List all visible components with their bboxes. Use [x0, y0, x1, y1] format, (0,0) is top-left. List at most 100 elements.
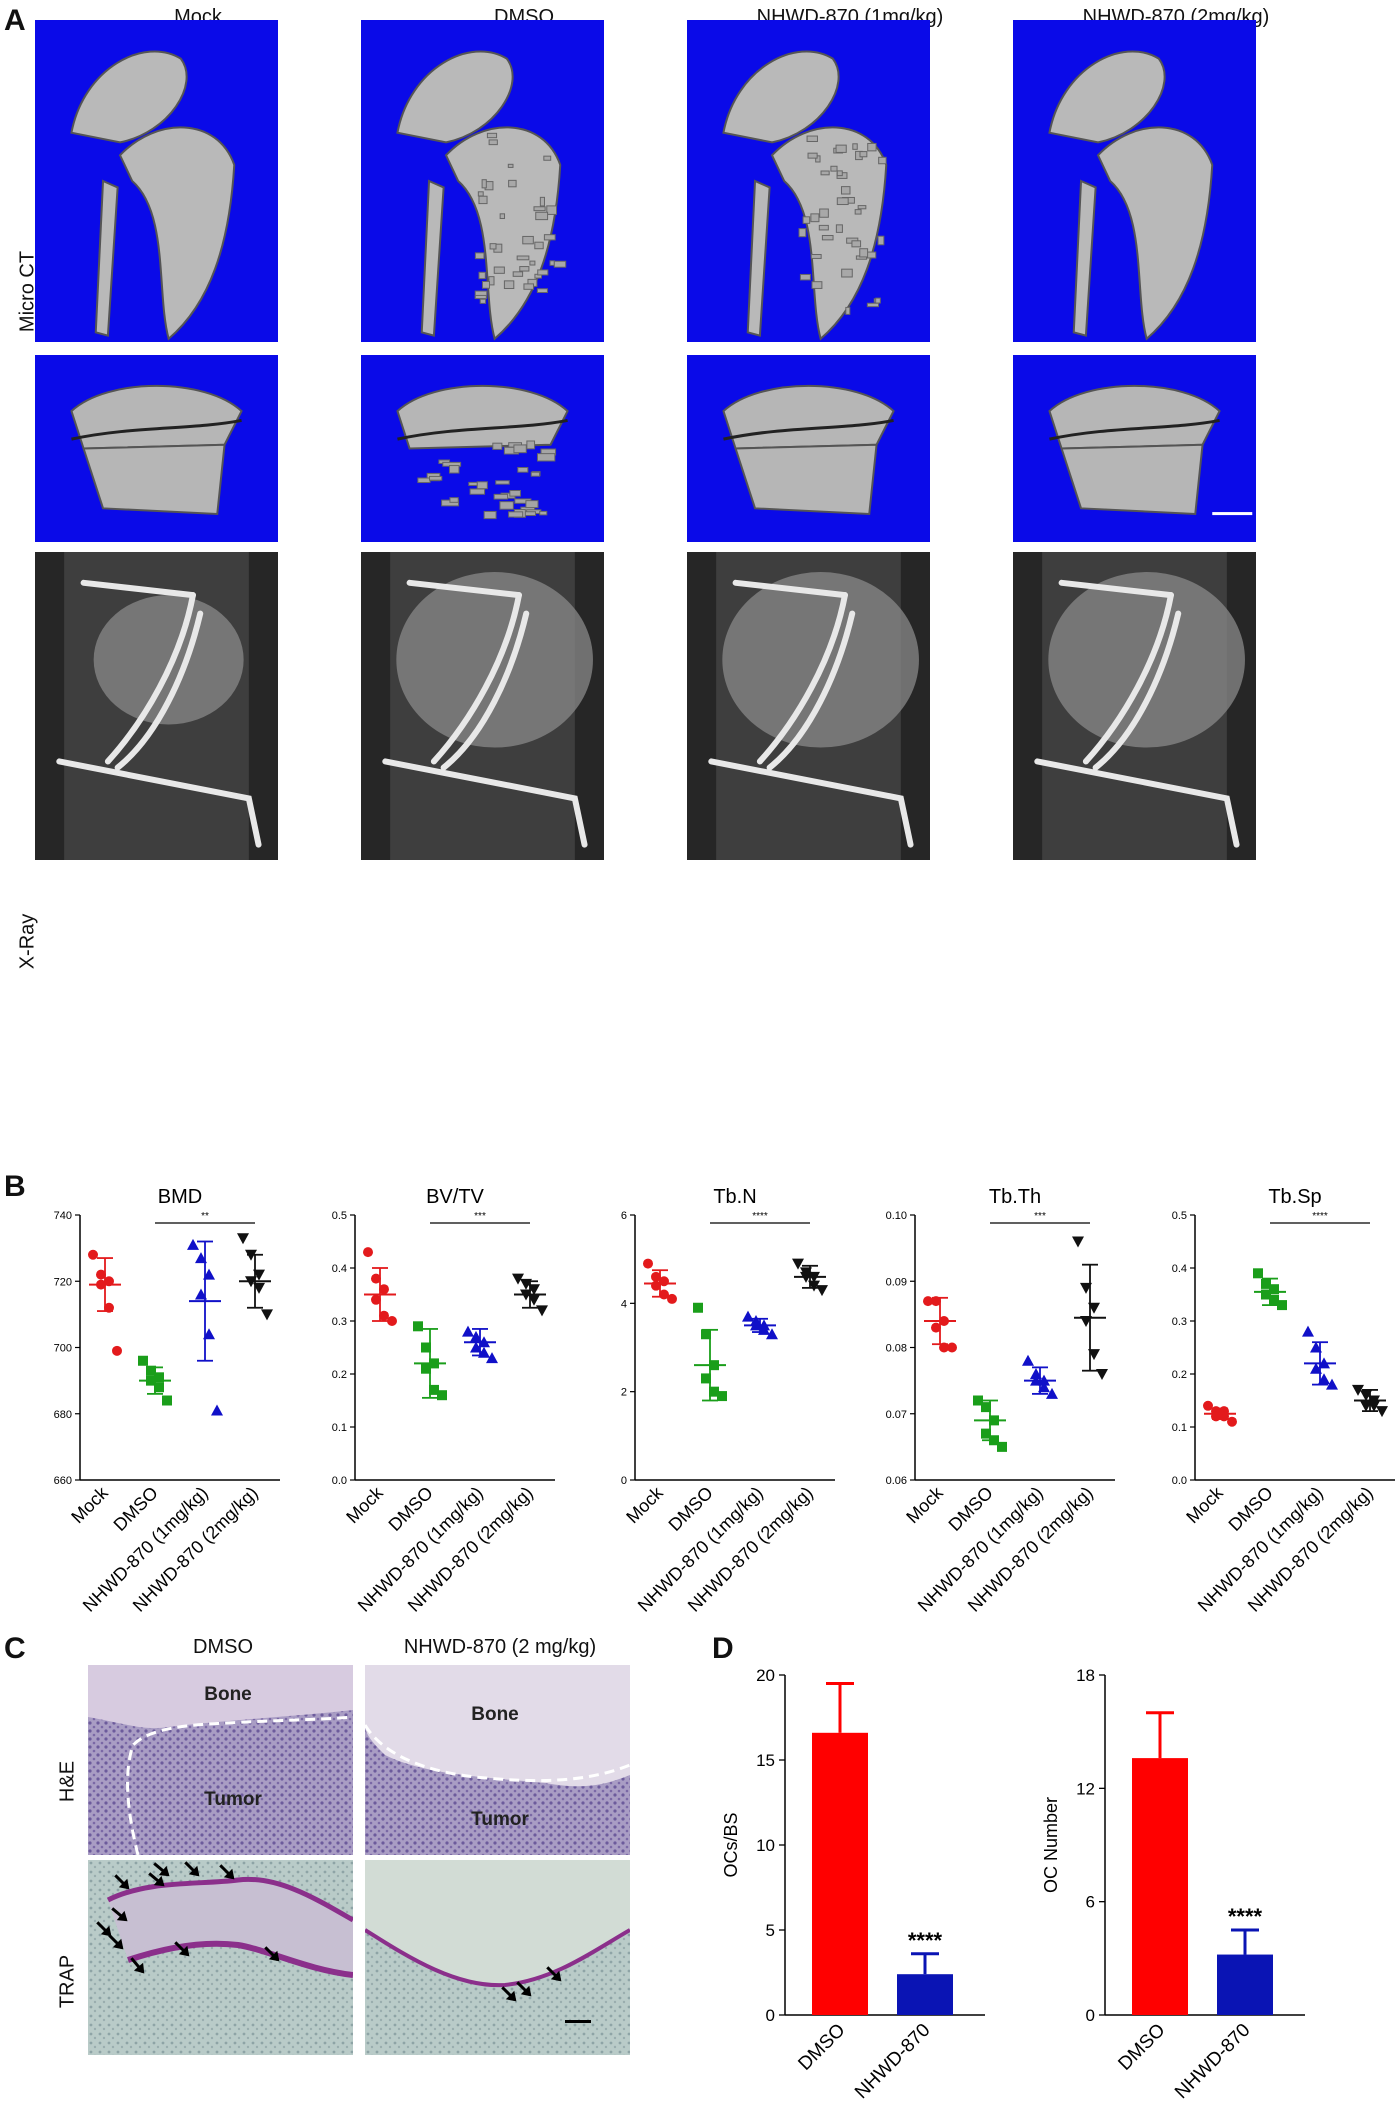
x-tick-label: Mock: [902, 1482, 947, 1527]
series-nhwd-870-2mg-kg-: [1352, 1385, 1388, 1417]
microct-detail-image-dmso: [361, 355, 604, 542]
label-tumor: Tumor: [204, 1789, 262, 1810]
y-tick-label: 700: [54, 1343, 72, 1355]
series-mock: [1203, 1401, 1237, 1427]
data-point: [693, 1303, 703, 1313]
significance-label: ****: [1312, 1211, 1328, 1222]
series-nhwd-870-2mg-kg-: [512, 1274, 548, 1317]
y-tick-label: 0.5: [1172, 1210, 1187, 1222]
significance-label: ****: [1228, 1904, 1263, 1929]
label-bone: Bone: [471, 1704, 519, 1725]
y-tick-label: 4: [621, 1298, 627, 1310]
series-nhwd-870-1mg-kg-: [1022, 1355, 1058, 1399]
series-nhwd-870-1mg-kg-: [187, 1239, 223, 1416]
histo-column-title-dmso: DMSO: [88, 1636, 358, 1659]
histo-trap-nhwd: [365, 1860, 630, 2055]
scatter-chart-tbth: Tb.Th0.060.070.080.090.10MockDMSONHWD-87…: [886, 1186, 1115, 1616]
histo-row-label-he: H&E: [57, 1682, 80, 1882]
data-point: [947, 1343, 957, 1353]
microct-detail-image-mock: [35, 355, 278, 542]
x-tick-label: Mock: [342, 1482, 387, 1527]
series-dmso: [138, 1356, 172, 1406]
x-tick-label: Mock: [1182, 1482, 1227, 1527]
bar: [812, 1733, 868, 2015]
panel-label-c: C: [4, 1632, 26, 1666]
y-tick-label: 10: [756, 1836, 775, 1855]
significance-label: ****: [908, 1928, 943, 1953]
chart-title: Tb.N: [713, 1186, 756, 1208]
y-axis-label: OCs/BS: [721, 1812, 741, 1877]
panel-label-a: A: [4, 4, 26, 38]
data-point: [261, 1309, 273, 1320]
y-tick-label: 12: [1076, 1779, 1095, 1798]
scatter-chart-tbn: Tb.N0246MockDMSONHWD-870 (1mg/kg)NHWD-87…: [621, 1186, 835, 1616]
chart-title: BV/TV: [426, 1186, 484, 1208]
data-point: [162, 1396, 172, 1406]
series-dmso: [693, 1303, 727, 1401]
data-point: [643, 1259, 653, 1269]
series-mock: [923, 1296, 957, 1352]
x-tick-label: Mock: [67, 1482, 112, 1527]
y-tick-label: 15: [756, 1751, 775, 1770]
data-point: [88, 1250, 98, 1260]
y-tick-label: 720: [54, 1276, 72, 1288]
histo-column-title-nhwd: NHWD-870 (2 mg/kg): [365, 1636, 635, 1659]
data-point: [1302, 1326, 1314, 1337]
y-tick-label: 740: [54, 1210, 72, 1222]
y-tick-label: 0.2: [332, 1369, 347, 1381]
histo-trap-dmso: [88, 1860, 353, 2055]
scatter-chart-bvtv: BV/TV0.00.10.20.30.40.5MockDMSONHWD-870 …: [332, 1186, 555, 1616]
y-tick-label: 0: [766, 2006, 775, 2025]
y-tick-label: 0.07: [886, 1409, 907, 1421]
microct-image-nhwd-2: [1013, 20, 1256, 342]
significance-label: ***: [474, 1211, 486, 1222]
x-tick-label: Mock: [622, 1482, 667, 1527]
data-point: [667, 1294, 677, 1304]
series-nhwd-870-2mg-kg-: [237, 1233, 273, 1320]
bar-charts: 05101520OCs/BSDMSO****NHWD-870061218OC N…: [700, 1640, 1398, 2107]
series-nhwd-870-1mg-kg-: [742, 1311, 778, 1340]
data-point: [1253, 1268, 1263, 1278]
microct-image-mock: [35, 20, 278, 342]
data-point: [462, 1326, 474, 1337]
series-mock: [88, 1250, 122, 1356]
y-tick-label: 2: [621, 1387, 627, 1399]
data-point: [363, 1247, 373, 1257]
histo-he-nhwd: Bone Tumor: [365, 1665, 630, 1855]
x-tick-label: DMSO: [794, 2020, 849, 2075]
data-point: [742, 1311, 754, 1322]
y-tick-label: 0.3: [332, 1316, 347, 1328]
series-dmso: [413, 1321, 447, 1400]
y-tick-label: 0.0: [1172, 1475, 1187, 1487]
series-dmso: [973, 1396, 1007, 1452]
data-point: [717, 1391, 727, 1401]
histo-row-label-trap: TRAP: [57, 1882, 80, 2082]
data-point: [1227, 1417, 1237, 1427]
y-tick-label: 680: [54, 1409, 72, 1421]
y-tick-label: 0.4: [1172, 1263, 1187, 1275]
y-tick-label: 0.3: [1172, 1316, 1187, 1328]
label-bone: Bone: [204, 1684, 252, 1705]
y-tick-label: 20: [756, 1666, 775, 1685]
microct-image-dmso: [361, 20, 604, 342]
chart-title: BMD: [158, 1186, 202, 1208]
data-point: [1022, 1355, 1034, 1366]
xray-image-mock: [35, 552, 278, 860]
y-tick-label: 0.5: [332, 1210, 347, 1222]
series-dmso: [1253, 1268, 1287, 1310]
y-tick-label: 6: [621, 1210, 627, 1222]
x-tick-label: DMSO: [1114, 2020, 1169, 2075]
y-tick-label: 0.1: [1172, 1422, 1187, 1434]
data-point: [138, 1356, 148, 1366]
data-point: [816, 1285, 828, 1296]
microct-image-nhwd-1: [687, 20, 930, 342]
microct-detail-image-nhwd-2: [1013, 355, 1256, 542]
bar: [1217, 1955, 1273, 2015]
significance-label: ***: [1034, 1211, 1046, 1222]
significance-label: **: [201, 1211, 209, 1222]
series-nhwd-870-1mg-kg-: [1302, 1326, 1338, 1390]
y-tick-label: 0.2: [1172, 1369, 1187, 1381]
data-point: [1072, 1237, 1084, 1248]
y-tick-label: 18: [1076, 1666, 1095, 1685]
data-point: [1277, 1300, 1287, 1310]
